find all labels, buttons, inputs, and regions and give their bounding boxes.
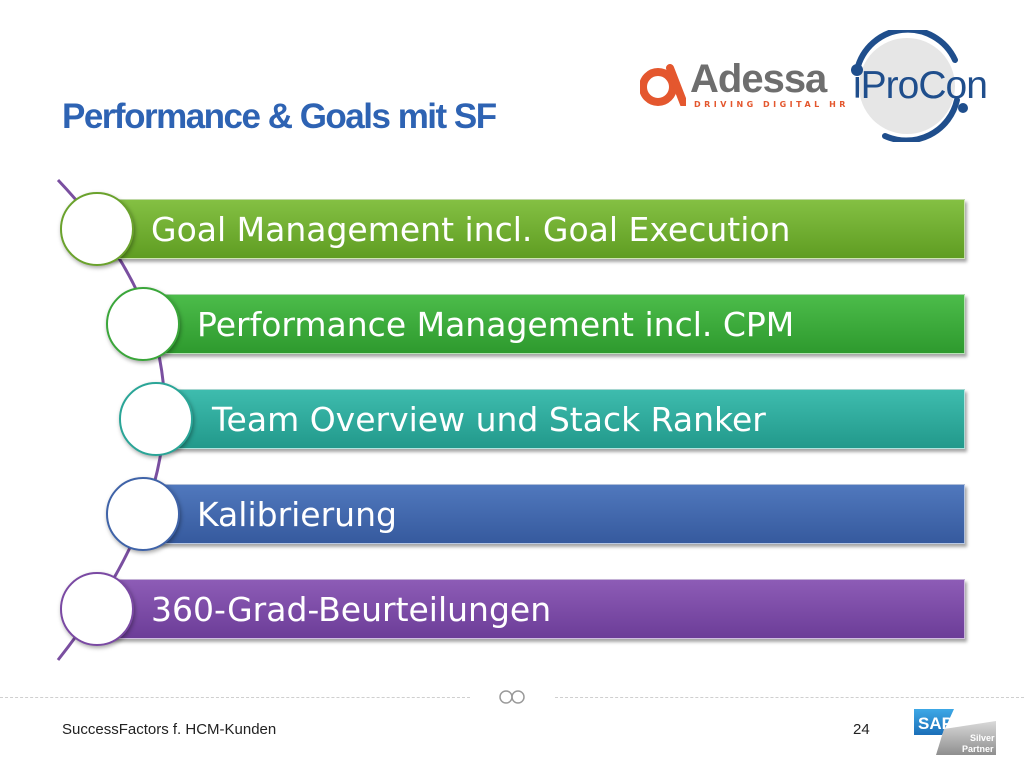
list-item-360-grad: 360-Grad-Beurteilungen [97,579,965,639]
sap-badge-line1: Silver [970,733,995,743]
list-item-performance-management: Performance Management incl. CPM [143,294,965,354]
adessa-logo-mark-icon [640,64,686,106]
list-item-team-overview: Team Overview und Stack Ranker [156,389,965,449]
sap-badge-line2: Partner [962,744,994,754]
iprocon-logo-wordmark: iProCon [853,64,988,107]
timeline-node [60,192,134,266]
list-item-label: Team Overview und Stack Ranker [212,399,766,439]
page-number: 24 [853,721,870,738]
timeline-node [119,382,193,456]
list-item-label: Kalibrierung [197,494,397,534]
timeline-node [106,287,180,361]
list-item-label: 360-Grad-Beurteilungen [151,589,552,629]
page-title: Performance & Goals mit SF [62,97,497,136]
timeline-node [60,572,134,646]
list-item-goal-management: Goal Management incl. Goal Execution [97,199,965,259]
iprocon-ring-icon [851,30,968,142]
adessa-logo: Adessa DRIVING DIGITAL HR [640,57,855,112]
footer-divider [555,697,1024,698]
list-item-kalibrierung: Kalibrierung [143,484,965,544]
adessa-logo-tagline: DRIVING DIGITAL HR [694,100,849,109]
timeline-node [106,477,180,551]
sap-brand-text: SAP [918,714,953,733]
iprocon-logo: iProCon [845,30,1005,142]
footer-text: SuccessFactors f. HCM-Kunden [62,721,277,738]
list-item-label: Performance Management incl. CPM [197,304,795,344]
list-item-label: Goal Management incl. Goal Execution [151,209,791,249]
infinity-ornament-icon [499,690,525,704]
footer-divider [0,697,470,698]
adessa-logo-wordmark: Adessa [690,57,827,101]
sap-silver-partner-logo: SAP Silver Partner [914,709,996,755]
